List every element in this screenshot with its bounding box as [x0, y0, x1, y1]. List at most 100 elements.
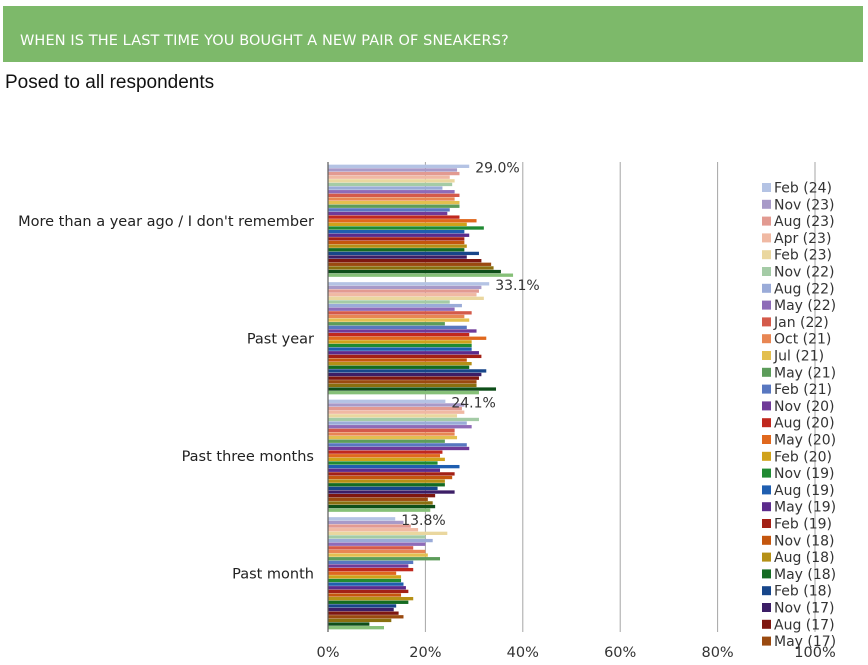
category-label: More than a year ago / I don't remember	[18, 214, 314, 230]
bar	[328, 399, 446, 403]
legend-label: Nov (20)	[774, 399, 835, 415]
bar	[328, 273, 514, 277]
legend-label: Oct (21)	[774, 332, 831, 348]
bar	[328, 586, 406, 590]
legend-label: May (20)	[774, 433, 836, 449]
data-label: 24.1%	[451, 395, 495, 411]
bar	[328, 425, 472, 429]
bar	[328, 369, 487, 373]
legend-label: Feb (20)	[774, 449, 832, 465]
bar	[328, 259, 482, 263]
bar	[328, 501, 433, 505]
bar	[328, 351, 479, 355]
bar	[328, 289, 479, 293]
legend-label: May (17)	[774, 634, 836, 650]
bar	[328, 557, 441, 561]
bar	[328, 615, 404, 619]
bar	[328, 229, 465, 234]
legend-label: Apr (23)	[774, 231, 831, 247]
legend-label: Nov (22)	[774, 265, 835, 281]
bar	[328, 406, 462, 411]
bar	[328, 332, 470, 337]
bar	[328, 446, 470, 451]
bar	[328, 233, 470, 237]
bar	[328, 354, 482, 359]
bar	[328, 365, 470, 369]
bar	[328, 266, 494, 270]
bar	[328, 387, 497, 391]
legend-label: May (19)	[774, 500, 836, 516]
bar	[328, 472, 455, 476]
bar	[328, 311, 472, 315]
legend-label: Nov (23)	[774, 197, 835, 213]
bar	[328, 607, 394, 612]
bar	[328, 611, 399, 615]
legend-label: Aug (20)	[774, 416, 835, 432]
subtitle: Posed to all respondents	[5, 72, 215, 93]
legend-swatch	[762, 636, 771, 646]
bar	[328, 626, 385, 630]
bar	[328, 168, 458, 172]
bar	[328, 325, 467, 330]
bar	[328, 567, 414, 572]
x-tick-label: 20%	[409, 645, 441, 661]
legend-swatch	[762, 519, 771, 528]
legend-label: Nov (18)	[774, 533, 835, 549]
bar	[328, 293, 477, 297]
bar	[328, 450, 443, 454]
bar	[328, 593, 402, 597]
legend-swatch	[762, 250, 771, 260]
bar	[328, 479, 445, 483]
bar	[328, 542, 426, 546]
bar	[328, 175, 450, 179]
bar	[328, 186, 443, 190]
bar	[328, 564, 409, 568]
bar	[328, 520, 404, 525]
bar	[328, 589, 409, 594]
legend-swatch	[762, 199, 771, 209]
legend-swatch	[762, 569, 771, 579]
legend-swatch	[762, 619, 771, 629]
bar	[328, 296, 484, 300]
legend-label: Jul (21)	[773, 349, 824, 365]
bar	[328, 403, 465, 407]
legend-label: Aug (17)	[774, 617, 835, 633]
legend-label: Aug (23)	[774, 214, 835, 230]
legend-swatch	[762, 552, 771, 562]
bar	[328, 486, 438, 491]
bar	[328, 282, 490, 286]
bar	[328, 575, 402, 579]
bar	[328, 604, 397, 608]
bar	[328, 421, 467, 425]
legend-label: Nov (19)	[774, 466, 835, 482]
legend-swatch	[762, 603, 771, 612]
bar	[328, 535, 426, 539]
legend-label: May (21)	[774, 365, 836, 381]
legend-swatch	[762, 435, 771, 444]
bar	[328, 528, 419, 532]
bar	[328, 222, 467, 227]
bar	[328, 553, 428, 557]
bar	[328, 211, 448, 216]
legend-label: Aug (19)	[774, 483, 835, 499]
legend-swatch	[762, 334, 771, 344]
bar	[328, 240, 465, 245]
bar	[328, 578, 402, 583]
x-tick-label: 100%	[794, 645, 835, 661]
category-label: Past three months	[182, 449, 314, 465]
bar	[328, 439, 445, 443]
legend-label: Feb (24)	[774, 181, 832, 197]
bar	[328, 524, 411, 528]
legend-swatch	[762, 468, 771, 478]
bar	[328, 454, 441, 458]
bar	[328, 219, 477, 223]
bar	[328, 622, 370, 626]
legend-swatch	[762, 216, 771, 226]
bar	[328, 215, 460, 219]
bar	[328, 255, 467, 259]
bar	[328, 343, 472, 348]
legend-swatch	[762, 351, 771, 360]
bar	[328, 490, 455, 494]
legend-label: Feb (19)	[774, 517, 832, 533]
